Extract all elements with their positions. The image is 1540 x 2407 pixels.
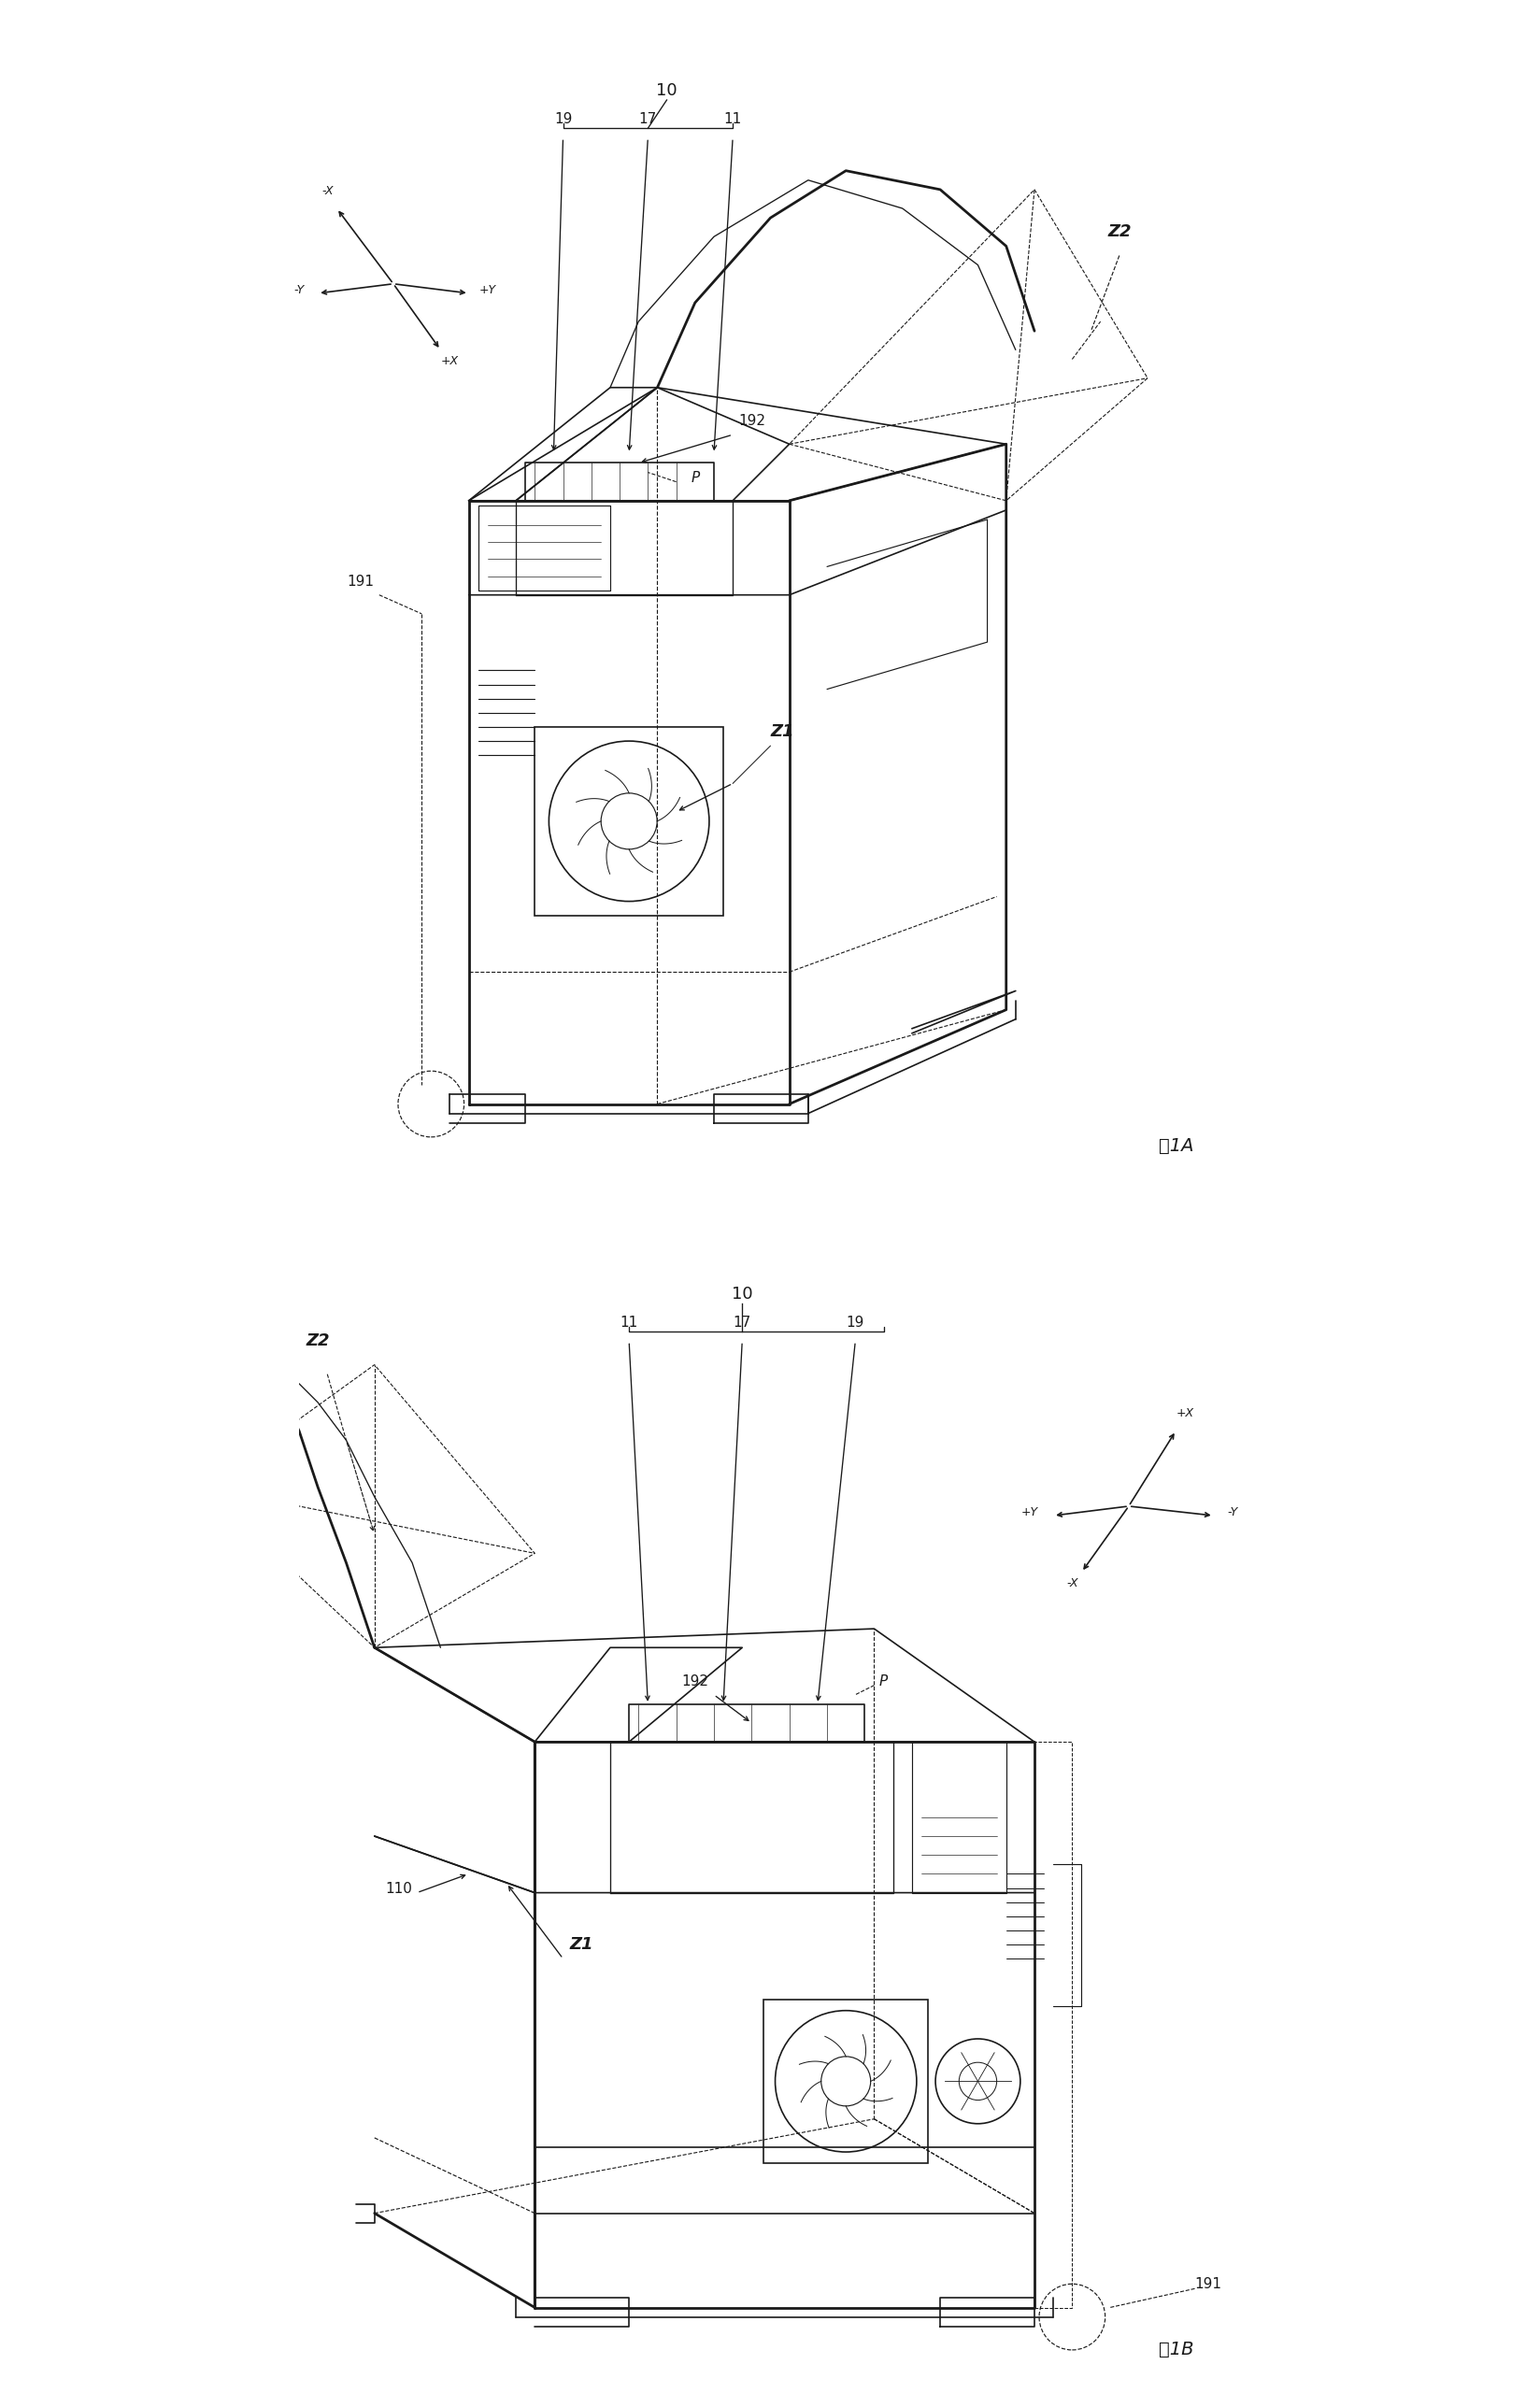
Text: Z1: Z1	[770, 722, 793, 739]
Text: P: P	[690, 472, 699, 484]
Bar	[764, 2000, 927, 2164]
Text: +Y: +Y	[1021, 1507, 1038, 1519]
Text: P: P	[879, 1675, 887, 1687]
Text: 10: 10	[732, 1285, 753, 1302]
Text: -X: -X	[322, 185, 333, 197]
Text: +X: +X	[1175, 1408, 1194, 1420]
Text: 191: 191	[1194, 2277, 1221, 2291]
Text: -Y: -Y	[294, 284, 303, 296]
Text: Z2: Z2	[1107, 224, 1130, 241]
Text: 192: 192	[681, 1675, 708, 1687]
Text: 11: 11	[619, 1317, 638, 1329]
Text: 图1A: 图1A	[1158, 1136, 1192, 1155]
Text: 11: 11	[724, 113, 741, 125]
Text: 17: 17	[639, 113, 656, 125]
Text: Z1: Z1	[570, 1935, 593, 1952]
Text: -X: -X	[1066, 1577, 1078, 1589]
Text: 110: 110	[385, 1882, 411, 1894]
Text: +Y: +Y	[479, 284, 496, 296]
Text: 图1B: 图1B	[1158, 2340, 1192, 2359]
Text: 191: 191	[346, 575, 374, 587]
Text: 19: 19	[554, 113, 571, 125]
Text: Z2: Z2	[306, 1333, 330, 1350]
Text: +X: +X	[440, 354, 459, 366]
Text: 192: 192	[738, 414, 765, 428]
Text: 10: 10	[656, 82, 678, 99]
Text: 17: 17	[733, 1317, 750, 1329]
Text: 19: 19	[845, 1317, 864, 1329]
Text: -Y: -Y	[1226, 1507, 1237, 1519]
Bar	[534, 727, 722, 915]
